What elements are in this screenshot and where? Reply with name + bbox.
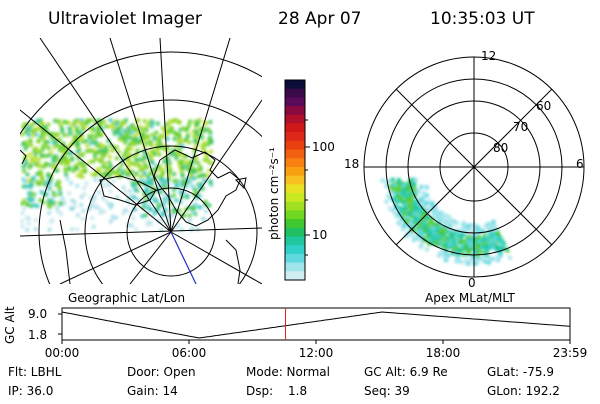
mlat-label-70: 70 (513, 120, 528, 134)
app-title: Ultraviolet Imager (48, 9, 202, 29)
alt-xtick-label: 06:00 (172, 346, 207, 360)
info-dsp-label: Dsp: (246, 384, 273, 398)
alt-ytick-bottom: 1.8 (28, 328, 47, 342)
colorbar-label: photon cm⁻²s⁻¹ (267, 147, 281, 240)
coastlines (20, 149, 247, 284)
info-door: Door: Open (127, 365, 196, 379)
geo-grid (20, 38, 262, 284)
alt-xtick-label: 18:00 (426, 346, 461, 360)
colorbar-frame (284, 79, 306, 281)
colorbar-segment (285, 227, 305, 238)
info-glon: GLon: 192.2 (487, 384, 560, 398)
colorbar-segment (285, 219, 305, 229)
colorbar-segment (285, 271, 305, 281)
info-panel: Flt: LBHL Door: Open Mode: Normal GC Alt… (8, 365, 560, 398)
colorbar-segment (285, 158, 305, 168)
geographic-map (20, 38, 262, 284)
aurora-emission-geo (20, 118, 214, 232)
alt-ylabel: GC Alt (3, 306, 17, 344)
altitude-plot: 9.0 1.8 GC Alt 00:00 06:00 12:00 18:00 23:59 (3, 306, 587, 360)
alt-xtick-label: 00:00 (45, 346, 80, 360)
mlt-label-18: 18 (344, 157, 359, 171)
colorbar-segment (285, 166, 305, 177)
info-gain: Gain: 14 (127, 384, 178, 398)
aurora-emission-polar (379, 177, 512, 266)
geo-panel-label: Geographic Lat/Lon (68, 291, 185, 305)
colorbar-segment (285, 236, 305, 246)
colorbar-segment (285, 193, 305, 203)
mlat-label-60: 60 (536, 99, 551, 113)
colorbar-segment (285, 262, 305, 272)
colorbar-segment (285, 106, 305, 116)
polar-grid (363, 56, 585, 278)
colorbar-segment (285, 97, 305, 107)
mlt-label-12: 12 (481, 49, 496, 63)
altitude-plot-frame (61, 307, 571, 341)
colorbar-segment (285, 123, 305, 133)
info-seq: Seq: 39 (364, 384, 410, 398)
colorbar-segment (285, 210, 305, 220)
info-mode: Mode: Normal (246, 365, 330, 379)
colorbar-segment (285, 80, 305, 90)
colorbar-tick-100: 100 (312, 140, 335, 154)
info-gc-alt: GC Alt: 6.9 Re (364, 365, 448, 379)
colorbar-segment (285, 175, 305, 185)
alt-xtick-label: 12:00 (299, 346, 334, 360)
colorbar-segment (285, 245, 305, 255)
noon-meridian-line (170, 231, 197, 284)
altitude-curve (61, 311, 571, 339)
colorbar: 100 10 photon cm⁻²s⁻¹ (267, 79, 335, 281)
alt-ytick-top: 9.0 (28, 307, 47, 321)
date-label: 28 Apr 07 (278, 9, 361, 29)
time-label: 10:35:03 UT (430, 9, 535, 29)
colorbar-segment (285, 253, 305, 264)
mlat-label-80: 80 (493, 141, 508, 155)
info-flt: Flt: LBHL (8, 365, 62, 379)
colorbar-segment (285, 184, 305, 194)
polar-mlt-plot: 12 18 6 0 60 70 80 (344, 49, 585, 290)
colorbar-segment (285, 132, 305, 142)
colorbar-segment (285, 149, 305, 159)
colorbar-segment (285, 201, 305, 212)
mlt-label-0: 0 (468, 276, 476, 290)
mlt-label-6: 6 (576, 157, 584, 171)
info-dsp-value: 1.8 (288, 384, 307, 398)
info-ip: IP: 36.0 (8, 384, 53, 398)
colorbar-segment (285, 88, 305, 98)
alt-xtick-label: 23:59 (553, 346, 588, 360)
info-glat: GLat: -75.9 (487, 365, 554, 379)
colorbar-tick-10: 10 (312, 228, 327, 242)
alt-xticks: 00:00 06:00 12:00 18:00 23:59 (45, 340, 588, 360)
colorbar-segment (285, 140, 305, 151)
polar-panel-label: Apex MLat/MLT (425, 291, 515, 305)
colorbar-segment (285, 114, 305, 125)
